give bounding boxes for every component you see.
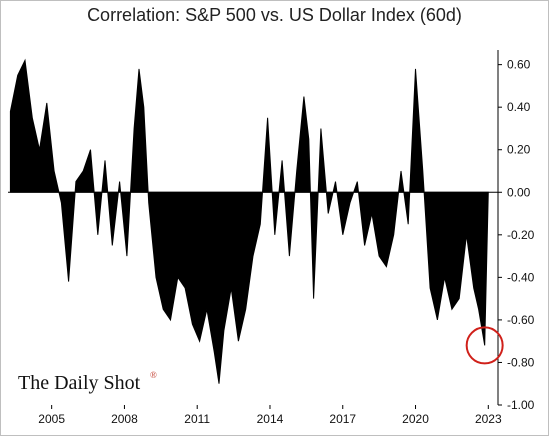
chart-title: Correlation: S&P 500 vs. US Dollar Index… (87, 5, 462, 25)
y-axis: 0.60 0.40 0.20 0.00 -0.20 -0.40 -0.60 -0.80 -1.0… (498, 58, 535, 412)
x-tick-label: 2005 (38, 412, 65, 426)
x-tick-label: 2008 (111, 412, 138, 426)
y-tick-label: -0.20 (507, 228, 535, 242)
source-logo-mark: ® (150, 370, 157, 380)
y-tick-label: 0.20 (507, 143, 531, 157)
x-tick-label: 2014 (257, 412, 284, 426)
y-tick-label: -0.80 (507, 355, 535, 369)
y-tick-label: -0.60 (507, 313, 535, 327)
y-tick-label: 0.00 (507, 185, 531, 199)
source-logo-text: The Daily Shot (18, 372, 141, 394)
area-layer (9, 58, 489, 384)
x-tick-label: 2020 (402, 412, 429, 426)
y-tick-label: 0.60 (507, 58, 531, 72)
y-tick-label: -0.40 (507, 270, 535, 284)
source-logo: The Daily Shot ® (18, 370, 157, 394)
x-tick-label: 2023 (475, 412, 502, 426)
x-tick-label: 2017 (329, 412, 356, 426)
x-tick-label: 2011 (184, 412, 210, 426)
x-axis: 2005 2008 2011 2014 2017 2020 2023 (38, 405, 502, 426)
y-tick-label: -1.00 (507, 398, 535, 412)
y-tick-label: 0.40 (507, 100, 531, 114)
highlight-circle (465, 326, 504, 365)
series-area (9, 58, 489, 384)
